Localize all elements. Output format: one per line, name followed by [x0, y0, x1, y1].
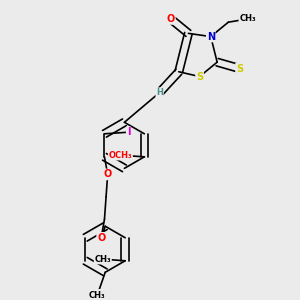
- Text: OCH₃: OCH₃: [109, 151, 132, 160]
- Text: H: H: [156, 88, 163, 97]
- Text: S: S: [236, 64, 243, 74]
- Text: O: O: [103, 169, 112, 179]
- Text: O: O: [97, 233, 105, 243]
- Text: I: I: [127, 127, 130, 137]
- Text: N: N: [207, 32, 215, 42]
- Text: CH₃: CH₃: [89, 291, 106, 300]
- Text: S: S: [196, 71, 203, 82]
- Text: CH₃: CH₃: [94, 255, 111, 264]
- Text: CH₃: CH₃: [239, 14, 256, 23]
- Text: O: O: [167, 14, 175, 24]
